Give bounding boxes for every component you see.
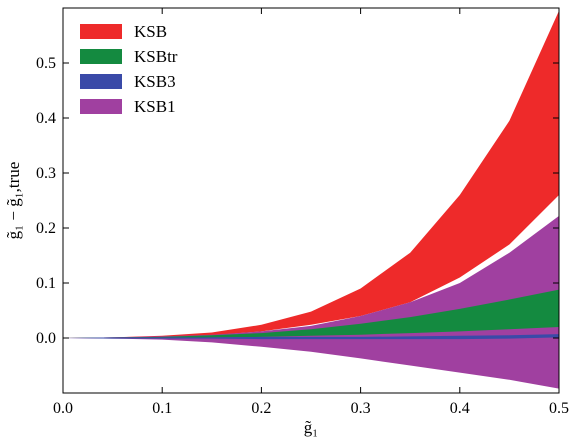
legend-label: KSB [134,22,167,41]
axis-ticks: 0.0 0.1 0.2 0.3 0.4 0.5 0.0 0.1 0.2 0.3 0.4 0.5 [36,8,569,417]
legend-swatch [80,24,122,39]
y-axis-label: g̃₁ − g̃₁,true [4,162,23,240]
y-tick-label: 0.3 [36,165,56,182]
legend-swatch [80,74,122,89]
plot-frame [62,7,560,394]
legend-label: KSB1 [134,97,176,116]
x-axis-label: g̃₁ [304,418,318,437]
bands [63,10,559,389]
band-ksb [63,10,559,339]
legend-label: KSB3 [134,72,176,91]
band-ksbtr [63,289,559,338]
y-tick-label: 0.5 [36,55,56,72]
legend-label: KSBtr [134,47,178,66]
y-tick-label: 0.0 [36,330,56,347]
band-ksb1 [63,215,559,389]
x-tick-label: 0.5 [549,400,569,417]
y-tick-label: 0.1 [36,275,56,292]
legend-swatch [80,99,122,114]
x-tick-label: 0.4 [450,400,470,417]
x-tick-label: 0.0 [53,400,73,417]
band-ksb3 [63,334,559,340]
y-tick-label: 0.4 [36,110,56,127]
legend: KSB KSBtr KSB3 KSB1 [80,22,178,116]
x-tick-label: 0.1 [152,400,172,417]
x-tick-label: 0.3 [351,400,371,417]
x-tick-label: 0.2 [251,400,271,417]
y-tick-label: 0.2 [36,220,56,237]
legend-swatch [80,49,122,64]
